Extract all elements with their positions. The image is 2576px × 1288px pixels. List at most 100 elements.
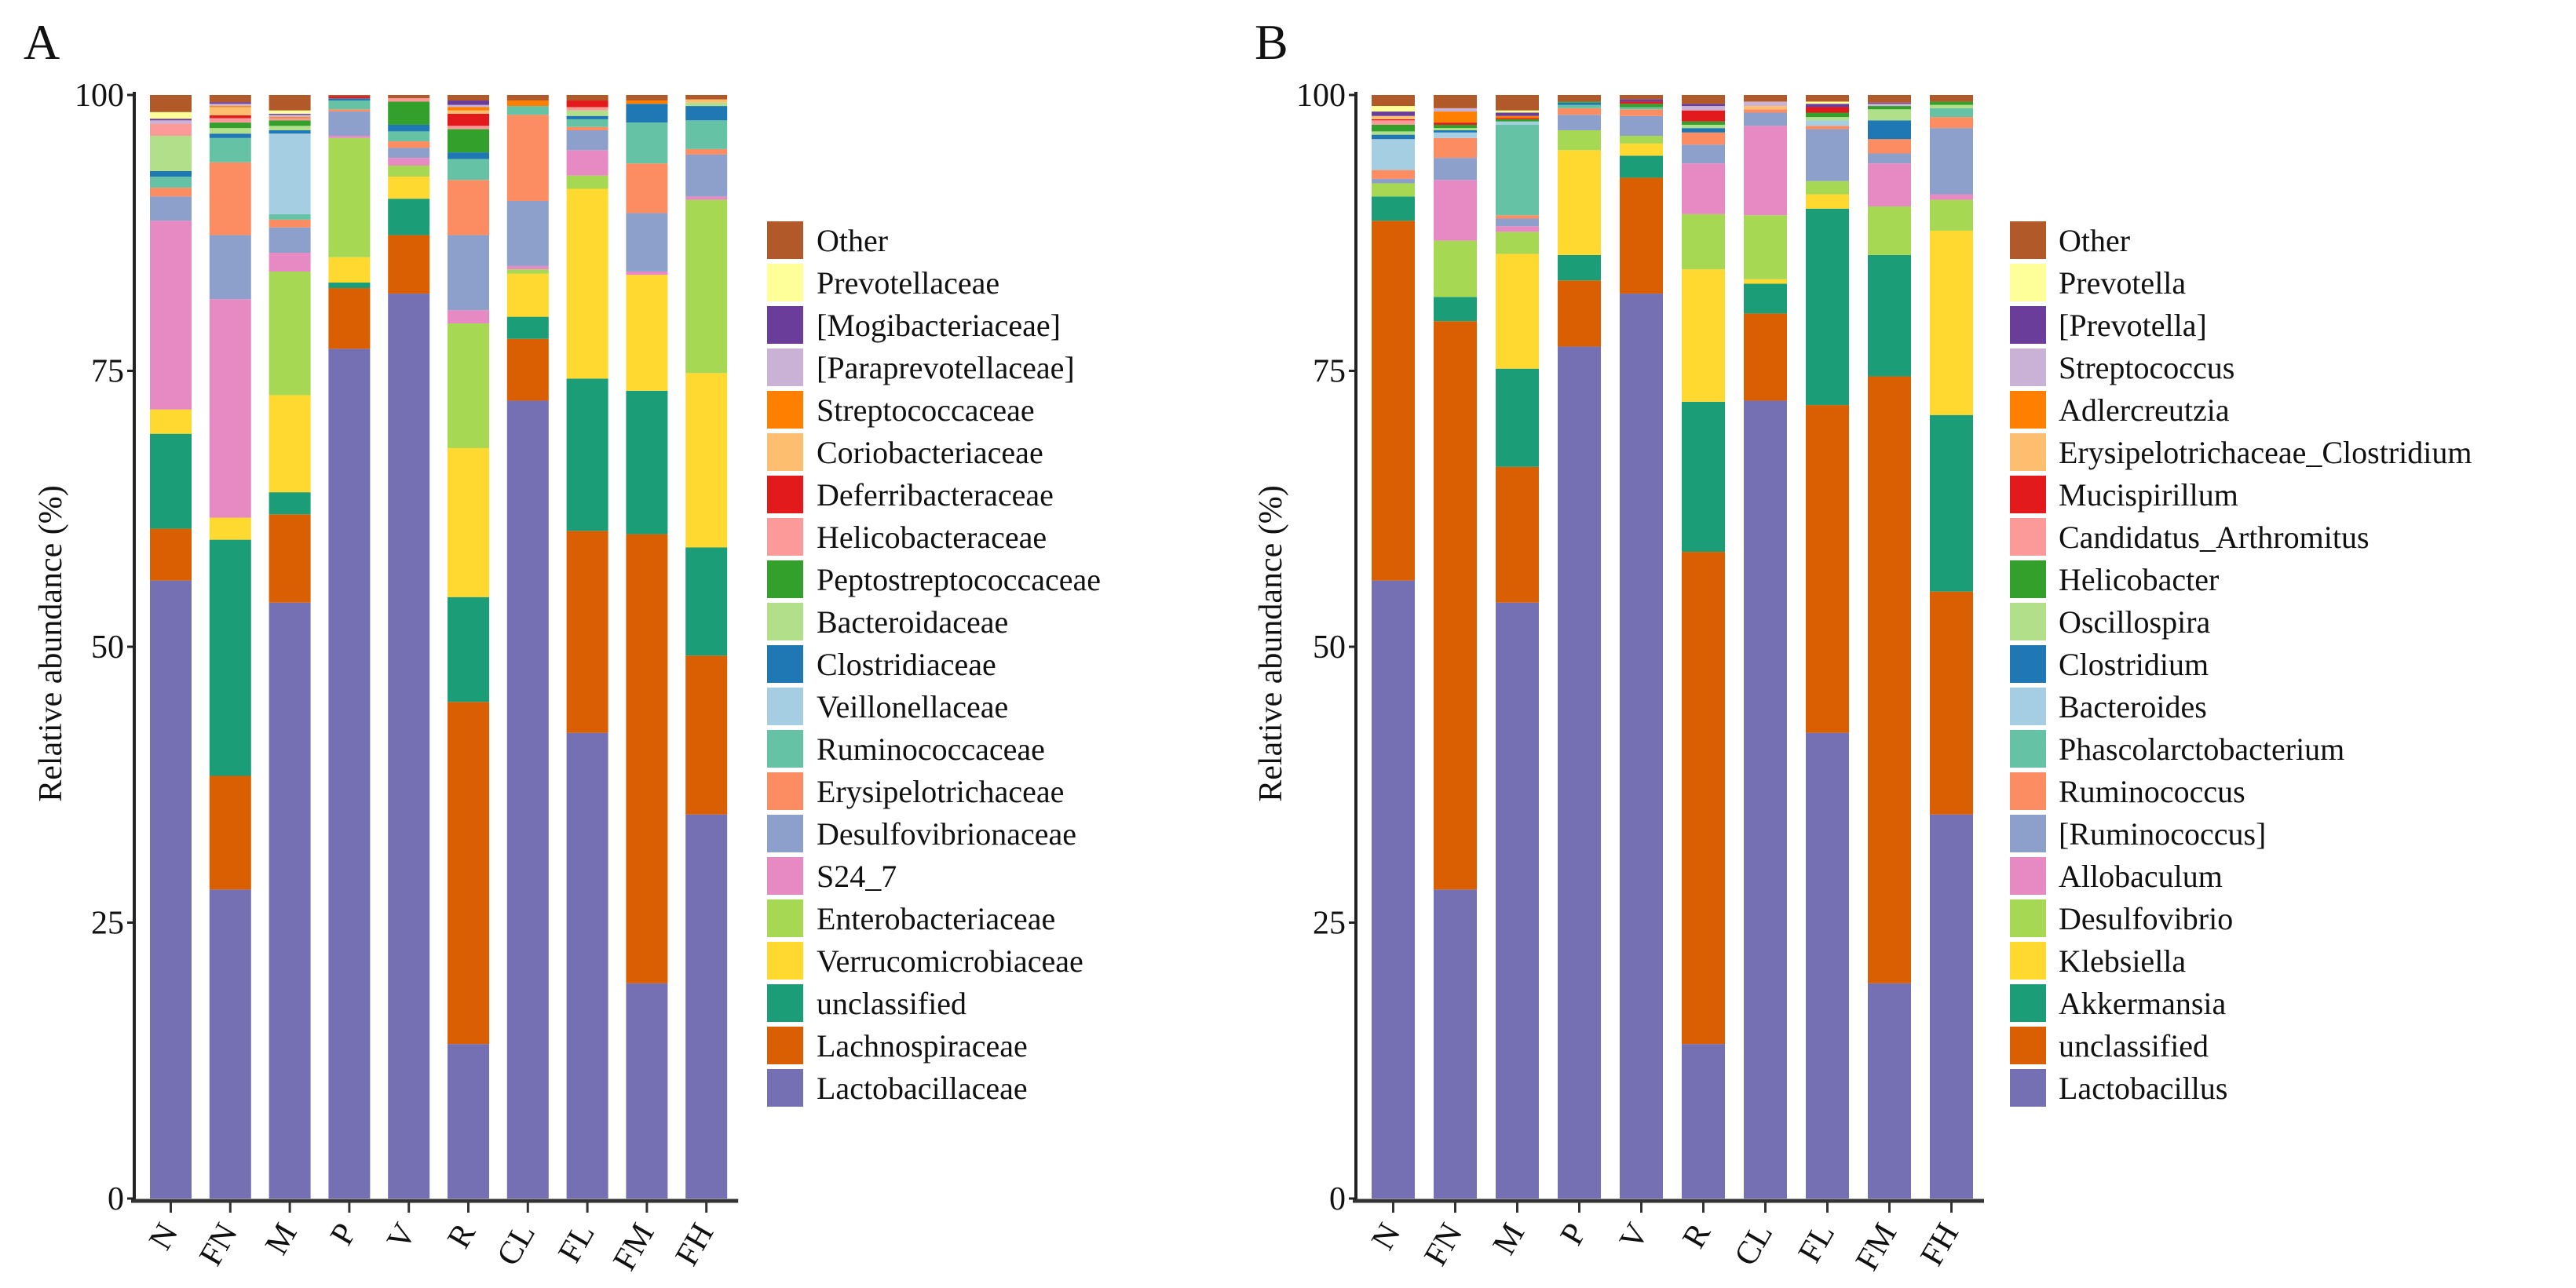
bar-segment <box>1744 215 1787 279</box>
legend-swatch <box>767 518 803 556</box>
legend-swatch <box>2010 306 2046 344</box>
bar-segment <box>328 100 371 110</box>
bar-segment <box>388 124 430 132</box>
bar-segment <box>626 95 668 101</box>
legend-label: Other <box>2059 223 2130 258</box>
bar-segment <box>566 130 608 151</box>
bar-segment <box>150 580 192 1199</box>
legend-swatch <box>767 688 803 725</box>
bar-segment <box>209 889 251 1199</box>
bar-segment <box>448 702 489 1045</box>
legend-item: Prevotellaceae <box>767 264 999 301</box>
bar-segment <box>448 126 489 130</box>
bar-FM <box>626 95 668 1199</box>
bar-segment <box>1372 120 1415 125</box>
bar-segment <box>1620 177 1663 294</box>
legend-item: Mucispirillum <box>2010 476 2238 513</box>
x-tick-label: CL <box>490 1217 543 1272</box>
legend-swatch <box>2010 942 2046 980</box>
x-tick-label: FM <box>1849 1217 1904 1277</box>
legend-item: Adlercreutzia <box>2010 391 2230 429</box>
bar-segment <box>566 110 608 116</box>
legend-swatch <box>767 433 803 471</box>
legend-item: unclassified <box>2010 1027 2209 1064</box>
bar-segment <box>209 122 251 129</box>
legend-item: Allobaculum <box>2010 857 2223 895</box>
bar-segment <box>1868 106 1911 110</box>
bar-segment <box>1806 181 1849 195</box>
legend-swatch <box>2010 645 2046 683</box>
bar-segment <box>685 120 728 149</box>
bar-P <box>1558 95 1601 1199</box>
bar-segment <box>685 547 728 656</box>
bar-segment <box>448 110 489 114</box>
bar-segment <box>269 514 311 603</box>
bar-segment <box>1496 466 1539 603</box>
bar-segment <box>1372 111 1415 116</box>
legend-item: Lactobacillaceae <box>767 1069 1028 1107</box>
bar-segment <box>1868 139 1911 154</box>
bar-segment <box>1372 95 1415 107</box>
x-tick-label: V <box>1613 1217 1656 1256</box>
bar-FN <box>1434 95 1477 1199</box>
bar-segment <box>1496 215 1539 219</box>
bar-segment <box>448 310 489 324</box>
legend-swatch <box>2010 857 2046 895</box>
legend-item: Enterobacteriaceae <box>767 899 1055 937</box>
bar-segment <box>209 133 251 138</box>
legend-item: Bacteroides <box>2010 688 2207 725</box>
bar-segment <box>1868 153 1911 164</box>
bar-CL <box>506 95 549 1199</box>
bar-segment <box>685 95 728 100</box>
bar-FL <box>566 95 608 1199</box>
bar-segment <box>150 433 192 529</box>
bar-segment <box>1682 401 1725 553</box>
bar-segment <box>328 109 371 112</box>
bar-segment <box>209 115 251 119</box>
x-tick-label: FL <box>551 1217 601 1268</box>
bar-segment <box>1372 119 1415 121</box>
bar-segment <box>448 159 489 181</box>
bar-segment <box>388 148 430 159</box>
y-tick-label: 25 <box>1313 906 1346 942</box>
panel-label-a: A <box>24 14 60 70</box>
bar-segment <box>209 539 251 776</box>
bar-segment <box>1930 117 1973 129</box>
bar-segment <box>1496 226 1539 232</box>
legend-item: Erysipelotrichaceae_Clostridium <box>2010 433 2472 471</box>
legend-swatch <box>2010 518 2046 556</box>
bar-segment <box>1806 95 1849 102</box>
bar-segment <box>269 271 311 396</box>
bar-segment <box>1496 112 1539 116</box>
bar-segment <box>1930 230 1973 415</box>
bar-segment <box>1682 144 1725 164</box>
bar-segment <box>448 104 489 108</box>
bar-segment <box>626 275 668 391</box>
x-tick-label: FN <box>1417 1217 1470 1272</box>
y-tick-label: 75 <box>1313 354 1346 390</box>
bar-segment <box>388 294 430 1199</box>
bar-segment <box>209 107 251 116</box>
bar-segment <box>1434 137 1477 159</box>
bar-segment <box>269 253 311 272</box>
bar-segment <box>209 118 251 123</box>
bar-segment <box>1744 109 1787 113</box>
bar-segment <box>1868 95 1911 103</box>
bar-R <box>1682 95 1725 1199</box>
x-tick-label: V <box>380 1217 423 1256</box>
bar-segment <box>626 104 668 123</box>
bar-segment <box>1682 104 1725 107</box>
legend-item: Other <box>2010 221 2130 259</box>
legend-label: Lachnospiraceae <box>817 1028 1028 1064</box>
bar-segment <box>388 235 430 294</box>
bar-segment <box>1372 115 1415 119</box>
bar-segment <box>269 117 311 119</box>
bar-segment <box>209 235 251 300</box>
bar-segment <box>269 130 311 134</box>
bar-segment <box>269 219 311 228</box>
bar-segment <box>1744 106 1787 110</box>
legend-item: Erysipelotrichaceae <box>767 772 1064 810</box>
